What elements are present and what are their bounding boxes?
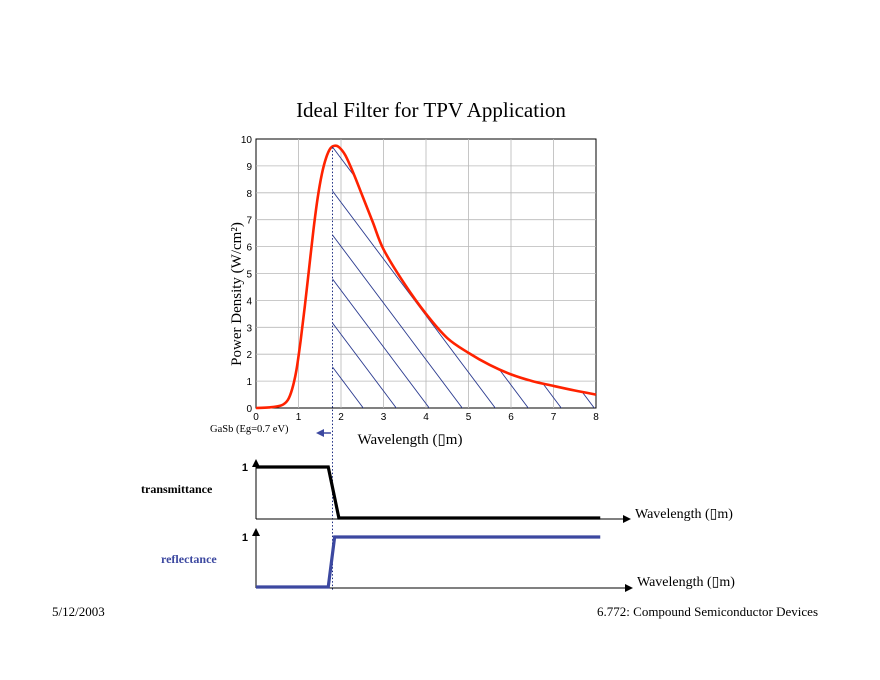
hatch-line — [781, 129, 880, 418]
y-tick-label: 7 — [246, 216, 252, 227]
y-tick-label: 6 — [246, 243, 252, 254]
reflectance-label: reflectance — [161, 552, 217, 566]
power-density-curve — [255, 144, 597, 410]
hatch-line — [682, 129, 880, 418]
footer-date: 5/12/2003 — [52, 604, 105, 619]
hatch-line — [814, 129, 880, 418]
x-tick-label: 7 — [551, 412, 557, 423]
plot-area: 0 1 2 3 4 5 6 7 8 0 1 2 3 4 5 6 7 8 9 10 — [0, 129, 880, 590]
x-tick-label: 5 — [466, 412, 472, 423]
x-tick-label: 0 — [253, 412, 259, 423]
x-tick-label: 2 — [338, 412, 344, 423]
bandgap-label: GaSb (Eg=0.7 eV) — [210, 424, 289, 435]
transmittance-x-label: Wavelength (▯m) — [635, 507, 733, 522]
hatch-line — [616, 129, 833, 418]
hatch-line — [332, 145, 372, 408]
reflectance-level-label: 1 — [242, 532, 248, 544]
y-tick-label: 10 — [241, 135, 253, 146]
hatch-line — [715, 129, 880, 418]
hatch-line — [0, 129, 173, 418]
bandgap-arrow — [316, 429, 331, 437]
transmittance-level-label: 1 — [242, 462, 248, 474]
y-tick-label: 9 — [246, 162, 252, 173]
footer-course: 6.772: Compound Semiconductor Devices — [597, 604, 818, 619]
hatch-line — [748, 129, 880, 418]
hatch-line — [332, 145, 471, 408]
hatch-line — [582, 145, 596, 408]
y-tick-label: 3 — [246, 323, 252, 334]
x-tick-label: 8 — [593, 412, 599, 423]
x-tick-label: 1 — [296, 412, 302, 423]
hatch-line — [22, 129, 239, 418]
transmittance-plot: 1 transmittance Wavelength (▯m) — [141, 459, 733, 523]
y-tick-label: 4 — [246, 296, 252, 307]
reflectance-x-label: Wavelength (▯m) — [637, 575, 735, 590]
hatch-line — [332, 145, 438, 408]
hatch-line — [649, 129, 866, 418]
y-tick-label: 8 — [246, 189, 252, 200]
reflectance-plot: 1 reflectance Wavelength (▯m) — [161, 528, 735, 592]
transmittance-line — [256, 465, 601, 520]
y-tick-label: 5 — [246, 270, 252, 281]
hatch-line — [332, 145, 504, 408]
x-tick-labels: 0 1 2 3 4 5 6 7 8 — [253, 412, 599, 423]
reflectance-line — [256, 535, 601, 589]
x-tick-label: 6 — [508, 412, 514, 423]
x-tick-label: 3 — [381, 412, 387, 423]
y-axis-label: Power Density (W/cm²) — [229, 222, 245, 366]
hatch-line — [332, 145, 405, 408]
x-tick-label: 4 — [423, 412, 429, 423]
y-tick-label: 0 — [246, 404, 252, 415]
y-tick-labels: 0 1 2 3 4 5 6 7 8 9 10 — [241, 135, 253, 415]
y-tick-label: 2 — [246, 350, 252, 361]
chart-title: Ideal Filter for TPV Application — [296, 98, 566, 122]
hatch-line — [0, 129, 206, 418]
x-axis-label: Wavelength (▯m) — [358, 432, 463, 448]
hatch-line — [847, 129, 880, 418]
y-tick-label: 1 — [246, 377, 252, 388]
transmittance-label: transmittance — [141, 482, 213, 496]
